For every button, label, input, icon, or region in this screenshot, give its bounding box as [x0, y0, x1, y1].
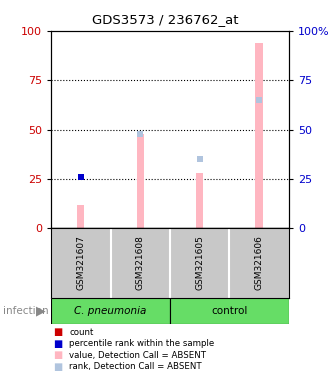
- Bar: [170, 298, 289, 324]
- Text: control: control: [211, 306, 248, 316]
- Bar: [137, 134, 144, 228]
- Text: GDS3573 / 236762_at: GDS3573 / 236762_at: [92, 13, 238, 26]
- Text: count: count: [69, 328, 94, 337]
- Text: infection: infection: [3, 306, 49, 316]
- Text: GSM321607: GSM321607: [76, 236, 85, 290]
- Point: [78, 174, 83, 180]
- Text: ■: ■: [53, 362, 62, 372]
- Text: GSM321605: GSM321605: [195, 236, 204, 290]
- Text: C. pneumonia: C. pneumonia: [74, 306, 147, 316]
- Text: GSM321606: GSM321606: [254, 236, 264, 290]
- Text: percentile rank within the sample: percentile rank within the sample: [69, 339, 214, 348]
- Point: [256, 97, 262, 103]
- Point: [197, 156, 202, 162]
- Bar: [255, 43, 263, 228]
- Bar: [51, 298, 170, 324]
- Bar: [77, 205, 84, 228]
- Text: ▶: ▶: [36, 305, 46, 318]
- Text: ■: ■: [53, 339, 62, 349]
- Bar: [196, 173, 203, 228]
- Text: ■: ■: [53, 327, 62, 337]
- Text: value, Detection Call = ABSENT: value, Detection Call = ABSENT: [69, 351, 206, 360]
- Text: rank, Detection Call = ABSENT: rank, Detection Call = ABSENT: [69, 362, 202, 371]
- Text: ■: ■: [53, 350, 62, 360]
- Point: [138, 131, 143, 137]
- Text: GSM321608: GSM321608: [136, 236, 145, 290]
- Point: [78, 174, 83, 180]
